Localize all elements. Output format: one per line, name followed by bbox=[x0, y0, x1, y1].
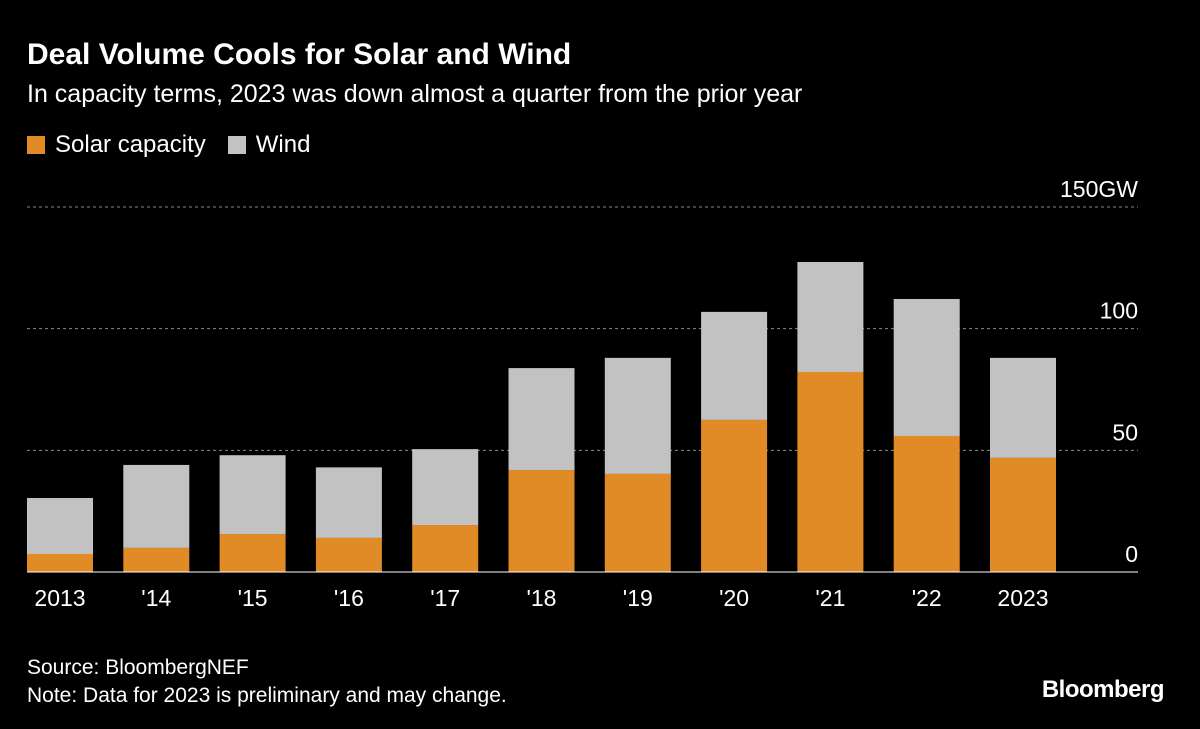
bar-wind bbox=[219, 455, 286, 535]
bar-wind bbox=[893, 298, 960, 436]
source-text: Source: BloombergNEF bbox=[27, 656, 249, 679]
x-tick-label: '21 bbox=[815, 585, 845, 611]
x-tick-label: '19 bbox=[623, 585, 653, 611]
bar-wind bbox=[701, 311, 768, 420]
x-tick-label: 2013 bbox=[34, 585, 85, 611]
legend-swatch-solar bbox=[27, 136, 45, 154]
bar-solar bbox=[797, 371, 864, 572]
bar-wind bbox=[27, 498, 93, 554]
x-tick-label: '20 bbox=[719, 585, 749, 611]
note-text: Note: Data for 2023 is preliminary and m… bbox=[27, 684, 507, 707]
chart-title: Deal Volume Cools for Solar and Wind bbox=[27, 38, 572, 71]
legend-swatch-wind bbox=[227, 136, 246, 154]
x-tick-label: '18 bbox=[527, 585, 557, 611]
bar-wind bbox=[508, 368, 575, 471]
bar-wind bbox=[315, 467, 382, 538]
legend-label-solar: Solar capacity bbox=[55, 131, 206, 158]
bar-solar bbox=[123, 547, 190, 572]
bar-solar bbox=[412, 525, 479, 572]
x-tick-label: '17 bbox=[430, 585, 460, 611]
bloomberg-logo: Bloomberg bbox=[1041, 676, 1165, 703]
x-tick-label: '15 bbox=[238, 585, 268, 611]
x-tick-label: '14 bbox=[141, 585, 171, 611]
y-tick-label: 50 bbox=[1112, 419, 1138, 445]
bar-wind bbox=[123, 464, 190, 548]
chart-subtitle: In capacity terms, 2023 was down almost … bbox=[27, 80, 803, 108]
bar-solar bbox=[893, 435, 960, 572]
y-tick-label: 100 bbox=[1100, 298, 1138, 324]
x-tick-label: '22 bbox=[912, 585, 942, 611]
bar-solar bbox=[27, 553, 93, 572]
bar-solar bbox=[604, 473, 671, 572]
legend-label-wind: Wind bbox=[255, 131, 311, 158]
bar-solar bbox=[219, 534, 286, 572]
y-tick-label: 0 bbox=[1125, 541, 1138, 567]
bar-solar bbox=[990, 457, 1056, 572]
bar-solar bbox=[508, 470, 575, 572]
x-tick-label: 2023 bbox=[997, 585, 1048, 611]
bar-wind bbox=[412, 449, 479, 526]
bar-wind bbox=[990, 357, 1056, 458]
legend: Solar capacity Wind bbox=[27, 131, 332, 159]
bar-solar bbox=[701, 419, 768, 572]
bar-solar bbox=[315, 537, 382, 572]
y-tick-label: 150GW bbox=[1060, 176, 1138, 202]
bar-wind bbox=[797, 261, 864, 372]
footnote: Source: BloombergNEF Note: Data for 2023… bbox=[27, 654, 507, 710]
bar-wind bbox=[604, 357, 671, 474]
x-tick-label: '16 bbox=[334, 585, 364, 611]
